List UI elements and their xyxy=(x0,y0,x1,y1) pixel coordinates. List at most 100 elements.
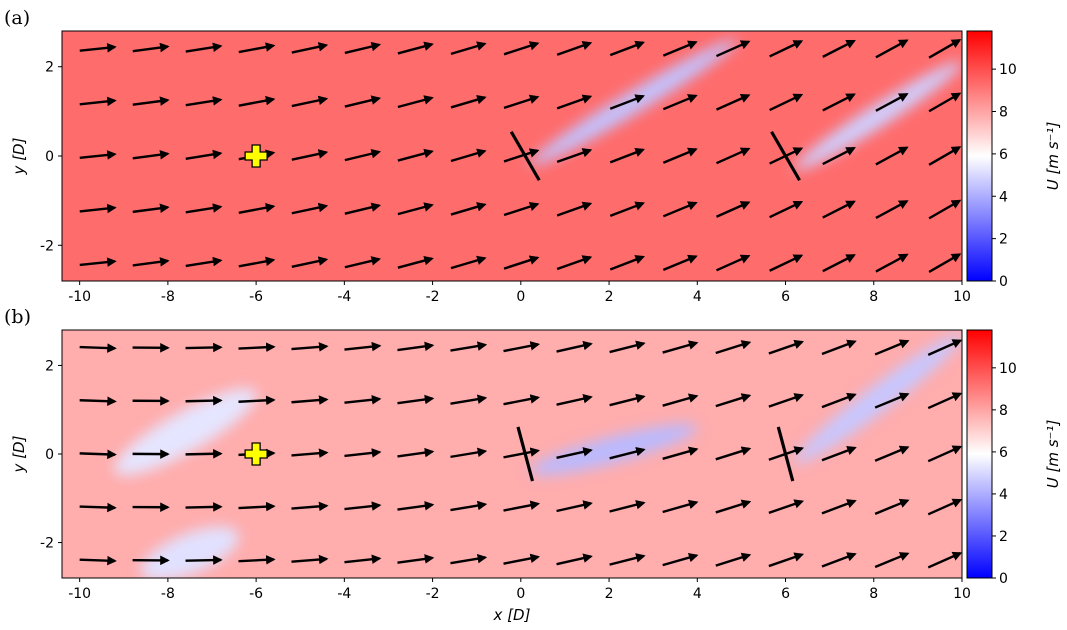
wind-arrow xyxy=(238,256,276,268)
wind-arrow xyxy=(768,552,805,568)
wind-arrow xyxy=(450,447,488,459)
wind-arrow xyxy=(450,94,487,109)
x-tick-label: 0 xyxy=(516,586,525,602)
wind-arrow xyxy=(503,94,540,110)
wind-arrow xyxy=(662,40,698,57)
wind-arrow xyxy=(79,257,117,267)
wind-arrow xyxy=(875,39,909,59)
colorbar-tick-label: 10 xyxy=(999,62,1017,78)
y-tick-label: -2 xyxy=(40,238,54,254)
wake-region xyxy=(529,424,698,476)
wind-arrow xyxy=(556,201,593,217)
x-tick-label: -4 xyxy=(337,289,351,305)
panel-b: -10 -8 -6 -4 -2 0 2 4 6 8 10 -2 0 2 y [D] x [D] (b) 0 2 4 6 8… xyxy=(4,306,1062,624)
wind-arrow xyxy=(821,445,857,462)
panel-a: -10 -8 -6 -4 -2 0 2 4 6 8 10 -2 0 2 y [D] (a) 0 2 4 6 8 10 U [… xyxy=(4,7,1062,305)
wind-arrow xyxy=(822,254,856,273)
wind-arrow xyxy=(397,394,435,405)
wind-arrow xyxy=(662,446,699,460)
wind-arrow xyxy=(768,393,805,408)
y-tick-label: 0 xyxy=(45,447,54,463)
wind-arrow xyxy=(556,553,593,566)
wind-arrow xyxy=(344,448,382,458)
y-tick-label: -2 xyxy=(40,536,54,552)
x-tick-label: 8 xyxy=(869,289,878,305)
x-tick-label: 4 xyxy=(693,586,702,602)
wind-arrow xyxy=(238,395,276,406)
wind-arrow xyxy=(769,40,804,58)
colorbar-tick-label: 2 xyxy=(999,232,1008,248)
wind-arrow xyxy=(875,92,909,112)
wind-arrow xyxy=(556,148,593,164)
wind-arrow xyxy=(715,446,752,461)
y-tick-label: 0 xyxy=(45,149,54,165)
x-tick-label: 10 xyxy=(953,586,971,602)
wind-arrow xyxy=(185,555,223,565)
wind-arrow xyxy=(450,553,488,565)
wind-arrow xyxy=(79,96,117,107)
wind-arrow xyxy=(503,500,541,512)
wind-arrow xyxy=(238,95,276,107)
wind-arrow xyxy=(79,502,117,513)
wind-arrow xyxy=(821,552,857,568)
wind-arrow xyxy=(874,498,910,515)
wind-arrow xyxy=(397,447,435,458)
wind-arrow xyxy=(556,393,593,406)
colorbar-tick-label: 10 xyxy=(999,361,1017,377)
wind-arrow xyxy=(291,395,329,405)
x-tick-label: 0 xyxy=(516,289,525,305)
wind-arrow xyxy=(662,552,699,567)
wind-arrow xyxy=(874,445,910,462)
wind-arrow xyxy=(609,340,646,354)
wind-arrow xyxy=(238,342,276,353)
wind-arrow xyxy=(132,203,170,214)
colorbar-label: U [m s⁻¹] xyxy=(1044,420,1062,489)
wind-arrow xyxy=(397,41,434,55)
x-tick-label: -6 xyxy=(249,289,263,305)
wind-arrow xyxy=(927,498,963,516)
wind-arrow xyxy=(715,340,752,355)
colorbar-tick-label: 6 xyxy=(999,445,1008,461)
wind-arrow xyxy=(875,146,909,166)
wind-arrow xyxy=(556,94,593,110)
wind-arrow xyxy=(291,342,329,352)
wind-arrow xyxy=(503,341,541,353)
colorbar-tick-label: 6 xyxy=(999,147,1008,163)
wind-arrow xyxy=(874,552,910,569)
wind-arrow xyxy=(291,554,329,565)
wind-arrow xyxy=(185,203,223,214)
x-tick-label: -6 xyxy=(249,586,263,602)
wind-arrow xyxy=(79,396,117,407)
wind-arrows xyxy=(79,38,962,274)
wind-arrow xyxy=(662,201,698,218)
colorbar-tick-label: 0 xyxy=(999,274,1008,290)
wind-arrow xyxy=(928,38,962,59)
wind-arrow xyxy=(397,341,435,352)
wind-arrow xyxy=(344,202,382,215)
wind-arrow xyxy=(927,339,963,356)
wind-arrow xyxy=(927,551,963,569)
turbine-rotor xyxy=(516,426,535,482)
wind-arrow xyxy=(291,42,329,54)
wind-arrow xyxy=(822,93,856,112)
wind-arrow xyxy=(344,501,382,511)
x-tick-label: 4 xyxy=(693,289,702,305)
wind-arrow xyxy=(662,393,699,407)
wind-arrow xyxy=(503,41,540,56)
wind-arrow xyxy=(715,393,752,408)
x-tick-label: 10 xyxy=(953,289,971,305)
wind-arrow xyxy=(132,42,170,53)
wind-arrow xyxy=(291,448,329,459)
wind-arrow xyxy=(874,339,910,356)
wind-arrow xyxy=(609,553,646,566)
wind-arrow xyxy=(875,253,909,273)
wind-arrow xyxy=(450,148,487,163)
wind-arrow xyxy=(79,555,117,566)
x-tick-label: -2 xyxy=(426,289,440,305)
turbine-rotor xyxy=(776,426,795,482)
wind-arrow xyxy=(928,92,962,113)
wind-arrow xyxy=(662,254,698,272)
wind-arrow xyxy=(291,501,329,512)
wind-arrow xyxy=(662,147,698,164)
